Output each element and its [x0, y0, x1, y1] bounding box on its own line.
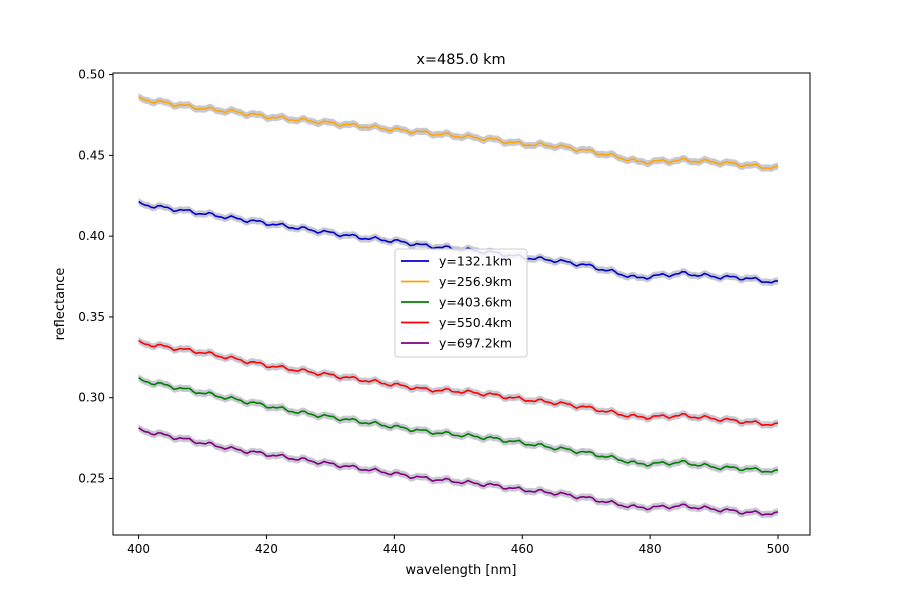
legend-label-2: y=256.9km	[439, 274, 512, 289]
x-tick-label: 440	[383, 542, 406, 556]
y-tick-label: 0.50	[78, 68, 105, 82]
plot-frame	[112, 72, 811, 536]
uncertainty-band-3	[138, 374, 779, 476]
x-tick-label: 460	[511, 542, 534, 556]
series-line-3	[138, 377, 779, 473]
y-axis-ticks: 0.25 0.30 0.35 0.40 0.45 0.50	[78, 68, 113, 485]
legend-label-1: y=132.1km	[439, 254, 512, 269]
uncertainty-band-2	[138, 93, 779, 172]
y-tick-label: 0.30	[78, 391, 105, 405]
legend-label-3: y=403.6km	[439, 295, 512, 310]
series-line-2	[138, 95, 779, 170]
series-line-5	[138, 427, 779, 516]
x-tick-label: 420	[255, 542, 278, 556]
legend-label-5: y=697.2km	[439, 336, 512, 351]
legend-label-4: y=550.4km	[439, 315, 512, 330]
legend: y=132.1km y=256.9km y=403.6km y=550.4km y=69…	[394, 248, 528, 358]
legend-box	[394, 248, 528, 358]
x-axis-label: wavelength [nm]	[406, 563, 517, 578]
uncertainty-band-4	[138, 337, 779, 429]
x-axis-ticks: 400 420 440 460 480 500	[127, 535, 789, 556]
y-tick-label: 0.45	[78, 148, 105, 162]
chart-title: x=485.0 km	[416, 52, 505, 68]
y-tick-label: 0.35	[78, 310, 105, 324]
y-tick-label: 0.25	[78, 471, 105, 485]
x-tick-label: 480	[639, 542, 662, 556]
uncertainty-band-1	[138, 198, 779, 287]
x-tick-label: 500	[767, 542, 790, 556]
series-line-4	[138, 339, 779, 427]
y-tick-label: 0.40	[78, 229, 105, 243]
y-axis-label: reflectance	[53, 268, 68, 341]
x-tick-label: 400	[127, 542, 150, 556]
